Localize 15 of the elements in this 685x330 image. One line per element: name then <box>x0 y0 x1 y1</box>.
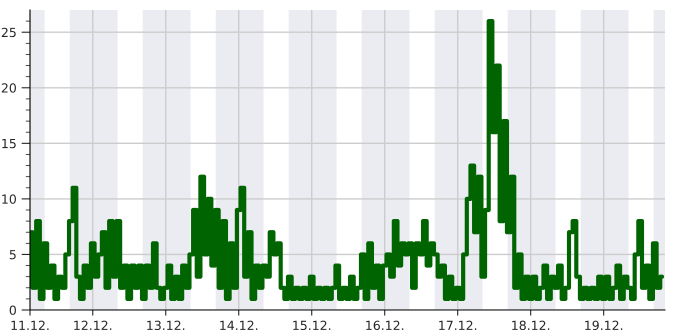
y-tick-label: 20 <box>2 83 16 93</box>
y-tick-label: 15 <box>2 138 16 148</box>
x-tick-label: 17.12. <box>439 320 476 330</box>
x-tick-label: 18.12. <box>512 320 550 330</box>
x-tick-label: 15.12. <box>293 320 330 330</box>
x-tick-label: 11.12. <box>11 320 49 330</box>
x-tick-label: 13.12. <box>147 320 184 330</box>
x-tick-label: 16.12. <box>366 320 404 330</box>
y-tick-label: 0 <box>10 305 16 315</box>
x-tick-label: 14.12. <box>220 320 258 330</box>
x-tick-label: 12.12. <box>74 320 112 330</box>
y-tick-label: 10 <box>2 194 16 204</box>
y-tick-label: 25 <box>2 28 16 38</box>
y-tick-label: 5 <box>10 250 16 260</box>
x-tick-label: 19.12. <box>585 320 622 330</box>
